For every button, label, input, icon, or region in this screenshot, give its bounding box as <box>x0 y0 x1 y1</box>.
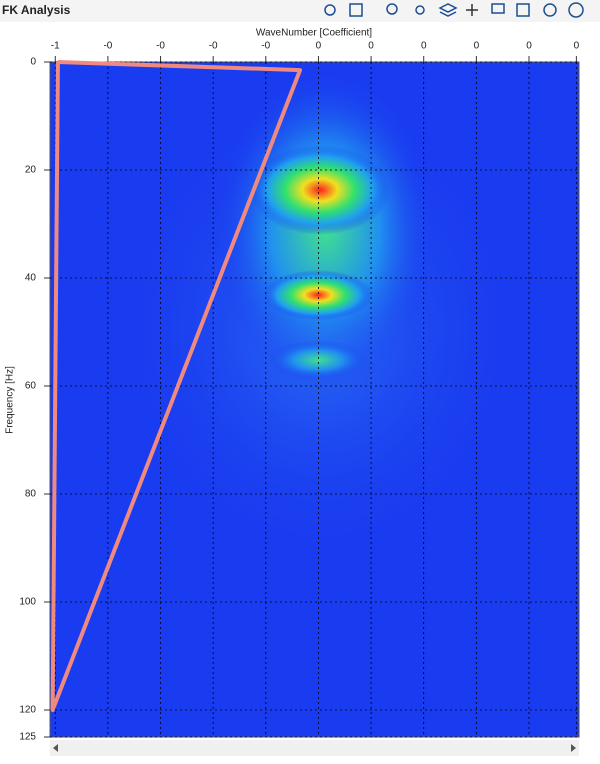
y-tick-label: 120 <box>19 705 36 716</box>
y-tick-label: 40 <box>25 273 37 284</box>
snapshot-icon[interactable] <box>543 3 557 17</box>
export-icon[interactable] <box>516 3 530 17</box>
scrollbar-track[interactable] <box>50 740 579 756</box>
y-tick-label: 60 <box>25 381 37 392</box>
heatmap-texture <box>268 340 368 380</box>
x-axis-label: WaveNumber [Coefficient] <box>256 28 372 39</box>
x-tick-label: -0 <box>156 41 165 52</box>
y-axis-label: Frequency [Hz] <box>5 366 16 434</box>
x-tick-label: -0 <box>261 41 270 52</box>
y-tick-label: 20 <box>25 165 37 176</box>
title-bar <box>0 0 600 22</box>
zoom-icon[interactable] <box>386 3 398 15</box>
heatmap-texture <box>250 145 390 235</box>
x-tick-label: 0 <box>474 41 480 52</box>
settings-icon[interactable] <box>324 4 336 16</box>
crosshair-icon[interactable] <box>466 4 478 16</box>
select-icon[interactable] <box>349 3 363 17</box>
layers-icon[interactable] <box>438 3 458 17</box>
toolbar[interactable] <box>324 2 584 18</box>
x-tick-label: -0 <box>103 41 112 52</box>
x-tick-label: 0 <box>368 41 374 52</box>
heatmap-texture <box>263 270 373 320</box>
x-tick-label: -0 <box>209 41 218 52</box>
x-tick-label: 0 <box>526 41 532 52</box>
x-tick-label: 0 <box>574 41 580 52</box>
h-scrollbar[interactable] <box>50 740 579 756</box>
x-tick-label: 0 <box>316 41 322 52</box>
plot-frame <box>49 61 580 738</box>
y-tick-label: 0 <box>30 57 36 68</box>
compass-icon[interactable] <box>568 2 584 18</box>
y-tick-label: 100 <box>19 597 36 608</box>
x-tick-label: -1 <box>51 41 60 52</box>
window-title: FK Analysis <box>2 3 71 17</box>
pan-icon[interactable] <box>415 5 425 15</box>
x-tick-label: 0 <box>421 41 427 52</box>
y-tick-label: 80 <box>25 489 37 500</box>
selection-polygon <box>50 60 303 712</box>
heatmap <box>50 62 579 737</box>
y-tick-label: 125 <box>19 732 36 743</box>
comment-icon[interactable] <box>491 3 505 14</box>
